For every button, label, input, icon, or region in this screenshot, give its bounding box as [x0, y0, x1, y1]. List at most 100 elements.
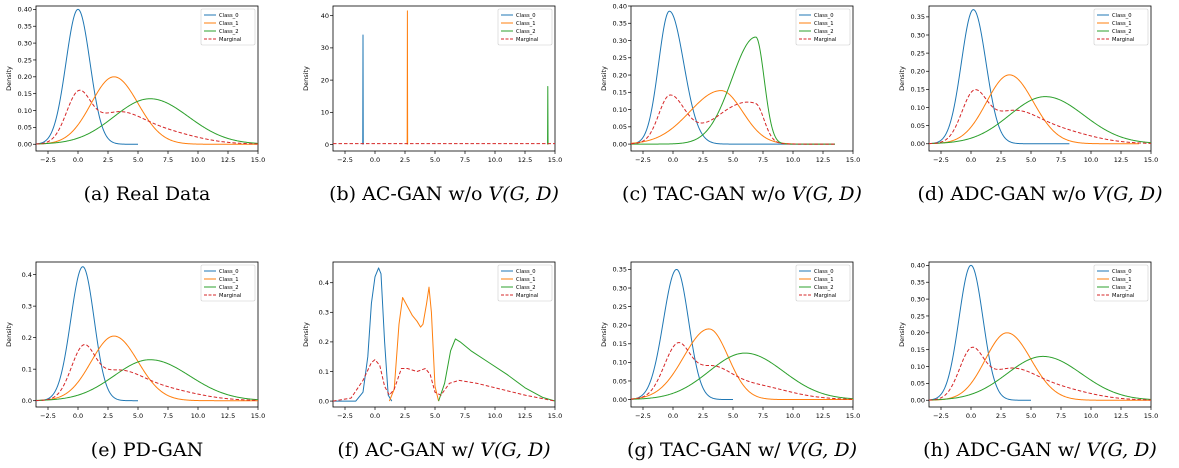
caption-g: (g) TAC-GAN w/ V(G, D)	[597, 439, 887, 461]
y-axis-label: Density	[5, 66, 13, 91]
legend-label: Marginal	[219, 293, 241, 299]
panel-b: −2.5 0.0 2.5 5.0 7.5 10.0 12.5 15.0 0 10 20 30 40 Den…	[302, 5, 562, 164]
x-tick-label: 12.5	[1114, 412, 1128, 420]
legend: Class_0 Class_1 Class_2 Marginal	[795, 264, 851, 302]
x-tick-label: 5.0	[133, 412, 143, 420]
caption-text: (g) TAC-GAN w/	[627, 439, 787, 461]
x-tick-label: −2.5	[337, 156, 353, 164]
x-tick-label: 0.0	[73, 412, 83, 420]
caption-a: (a) Real Data	[2, 183, 292, 205]
y-tick-label: 0.00	[613, 140, 627, 148]
x-tick-label: 2.5	[698, 156, 708, 164]
y-tick-label: 0.30	[911, 295, 925, 303]
legend: Class_0 Class_1 Class_2 Marginal	[1093, 8, 1149, 46]
caption-math: V(G, D)	[480, 439, 551, 461]
y-tick-label: 0.10	[18, 107, 32, 115]
caption-d: (d) ADC-GAN w/o V(G, D)	[895, 183, 1179, 205]
y-tick-label: 0.2	[22, 334, 32, 342]
x-tick-label: 2.5	[996, 412, 1006, 420]
x-tick-label: 5.0	[728, 412, 738, 420]
series-marginal-line	[929, 346, 1151, 401]
legend-box	[1093, 264, 1149, 302]
y-tick-label: 0.0	[22, 397, 32, 405]
series-class-2-line	[36, 359, 258, 401]
y-tick-label: 0.05	[613, 123, 627, 131]
x-tick-label: 12.5	[221, 156, 235, 164]
legend-box	[497, 8, 553, 46]
x-tick-label: 7.5	[1056, 156, 1066, 164]
y-axis-label: Density	[898, 322, 906, 347]
legend-box	[795, 264, 851, 302]
legend-label: Marginal	[516, 37, 538, 43]
series-group	[36, 266, 258, 402]
x-tick-label: 5.0	[1026, 412, 1036, 420]
x-tick-label: 12.5	[518, 412, 532, 420]
y-tick-label: 0.40	[18, 6, 32, 14]
legend-box	[1093, 8, 1149, 46]
legend-label: Class_0	[814, 13, 834, 19]
legend-box	[497, 264, 553, 302]
y-tick-label: 0.35	[613, 20, 627, 28]
x-tick-label: 0.0	[966, 412, 976, 420]
series-class-2-line	[929, 96, 1151, 144]
series-class-0-line	[929, 264, 1032, 401]
y-tick-label: 0.35	[613, 266, 627, 274]
legend: Class_0 Class_1 Class_2 Marginal	[497, 8, 553, 46]
x-tick-label: 15.0	[251, 156, 265, 164]
legend-label: Class_0	[1112, 269, 1132, 275]
legend-box	[200, 8, 256, 46]
legend-label: Class_0	[516, 13, 536, 19]
caption-math: V(G, D)	[786, 439, 857, 461]
y-tick-label: 0.10	[613, 106, 627, 114]
legend-label: Marginal	[516, 293, 538, 299]
panel-h: −2.5 0.0 2.5 5.0 7.5 10.0 12.5 15.0 0.00 0.05 0.10…	[898, 261, 1158, 420]
legend-label: Class_0	[1112, 13, 1132, 19]
caption-h: (h) ADC-GAN w/ V(G, D)	[895, 439, 1179, 461]
series-class-1-line	[929, 332, 1151, 401]
panel-e: −2.5 0.0 2.5 5.0 7.5 10.0 12.5 15.0 0.0 0.1 0.2 0.3…	[5, 261, 265, 420]
plot-frame	[928, 261, 1152, 408]
x-tick-label: 12.5	[816, 412, 830, 420]
y-tick-label: 0.00	[18, 141, 32, 149]
y-tick-label: 0.40	[911, 262, 925, 270]
y-tick-label: 0.30	[613, 37, 627, 45]
y-tick-label: 0.25	[18, 56, 32, 64]
y-tick-label: 0.00	[911, 397, 925, 405]
x-tick-label: 2.5	[400, 156, 410, 164]
y-tick-label: 0.25	[613, 54, 627, 62]
x-tick-label: 0.0	[73, 156, 83, 164]
x-tick-label: 12.5	[1114, 156, 1128, 164]
series-marginal-line	[36, 344, 258, 402]
legend-label: Class_1	[1112, 277, 1132, 283]
y-tick-label: 0.15	[911, 86, 925, 94]
y-tick-label: 0.20	[613, 322, 627, 330]
series-class-2-line	[36, 98, 258, 145]
caption-math: V(G, D)	[791, 183, 862, 205]
panel-g: −2.5 0.0 2.5 5.0 7.5 10.0 12.5 15.0 0.00 0.05 0.10…	[600, 261, 860, 420]
x-tick-label: 5.0	[1026, 156, 1036, 164]
x-tick-label: −2.5	[337, 412, 353, 420]
x-tick-label: 0.0	[370, 412, 380, 420]
legend-label: Class_1	[219, 277, 239, 283]
legend-label: Marginal	[1112, 293, 1134, 299]
x-tick-label: 0.0	[668, 156, 678, 164]
x-tick-label: 7.5	[758, 412, 768, 420]
caption-f: (f) AC-GAN w/ V(G, D)	[299, 439, 589, 461]
x-tick-label: 15.0	[1144, 156, 1158, 164]
y-tick-label: 0.00	[613, 396, 627, 404]
x-tick-label: −2.5	[40, 412, 56, 420]
y-tick-label: 0.2	[319, 338, 329, 346]
series-class-0-line	[333, 267, 393, 402]
x-tick-label: 7.5	[163, 412, 173, 420]
x-tick-label: 2.5	[996, 156, 1006, 164]
series-marginal-line	[333, 359, 555, 402]
x-tick-label: 10.0	[488, 156, 502, 164]
y-tick-label: 0.15	[911, 346, 925, 354]
y-axis-label: Density	[5, 322, 13, 347]
x-tick-label: 5.0	[430, 156, 440, 164]
legend-label: Marginal	[1112, 37, 1134, 43]
legend-label: Class_2	[1112, 285, 1132, 291]
y-tick-label: 0.10	[911, 363, 925, 371]
panel-f: −2.5 0.0 2.5 5.0 7.5 10.0 12.5 15.0 0.0 0.1 0.2 0.3…	[302, 261, 562, 420]
legend: Class_0 Class_1 Class_2 Marginal	[200, 264, 256, 302]
